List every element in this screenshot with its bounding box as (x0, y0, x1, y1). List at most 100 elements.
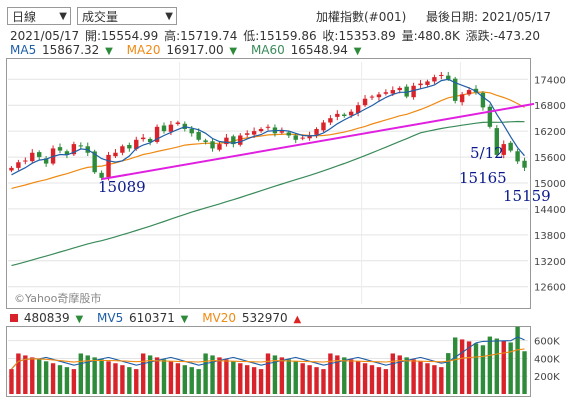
quote-close: 收:15353.89 (322, 29, 396, 43)
annotation-15165: 15165 (459, 169, 507, 187)
ma5-line (11, 78, 525, 176)
volume-bar (141, 353, 146, 394)
volume-bar (342, 357, 347, 394)
volume-bar (238, 363, 243, 394)
candle-body (515, 151, 520, 162)
volume-bar (314, 367, 319, 394)
down-arrow-icon: ▼ (180, 314, 189, 325)
volume-bar (466, 341, 472, 394)
candle-body (459, 94, 465, 103)
volume-bar (92, 357, 97, 394)
ma60-label: MA60 (250, 43, 285, 57)
price-tick-label: 13200 (534, 257, 566, 268)
price-tick-label: 15600 (534, 153, 566, 164)
quote-open: 開:15554.99 (85, 29, 159, 43)
volume-bar (362, 363, 368, 394)
volume-bar (355, 361, 361, 394)
volume-bar (307, 365, 312, 394)
candle-body (390, 90, 395, 94)
candle-body (43, 158, 49, 164)
candle-body (466, 90, 472, 95)
candle-body (494, 128, 499, 155)
volume-bar (383, 369, 389, 394)
quote-change: 漲跌:-473.20 (465, 29, 541, 43)
watermark: ©Yahoo奇摩股市 (14, 291, 101, 305)
volume-bar (217, 357, 222, 394)
down-arrow-icon: ▼ (229, 46, 238, 57)
candle-body (92, 151, 97, 173)
candle-body (37, 152, 42, 158)
volume-bar (120, 365, 125, 394)
last-date: 最後日期: 2021/05/17 (426, 10, 552, 24)
price-tick-labels: 17400 16800 16200 15600 15000 14400 13800 13200… (534, 75, 566, 293)
volume-legend: 480839 ▼ MV5 610371 ▼ MV20 532970 ▲ (10, 311, 303, 325)
candle-body (473, 88, 479, 93)
candle-body (210, 141, 215, 149)
volume-bar (37, 359, 42, 394)
period-select[interactable]: 日線 ▼ (7, 7, 71, 25)
indicator-select[interactable]: 成交量 ▼ (77, 7, 177, 25)
candle-body (307, 135, 312, 139)
volume-bar (335, 355, 340, 394)
volume-bar (203, 353, 208, 394)
candle-body (147, 138, 153, 142)
candle-body (265, 126, 271, 128)
ma60-value: 16548.94 (290, 43, 348, 57)
price-tick-label: 15000 (534, 179, 566, 190)
candle-body (231, 136, 236, 145)
volume-bar (293, 361, 298, 394)
volume-value: 480839 (23, 311, 70, 325)
candle-body (78, 145, 83, 147)
down-arrow-icon: ▼ (75, 314, 84, 325)
volume-bar (286, 359, 291, 394)
ma20-line (11, 91, 525, 189)
volume-tick-label: 600K (534, 337, 560, 348)
candle-body (168, 124, 174, 132)
volume-ma-lines (11, 336, 525, 370)
candle-body (286, 132, 291, 136)
volume-bar (106, 361, 111, 394)
candle-body (127, 144, 132, 149)
price-tick-label: 14400 (534, 205, 566, 216)
volume-bar (494, 338, 499, 394)
volume-bar (300, 363, 305, 394)
candle-body (175, 122, 181, 125)
candle-body (189, 128, 194, 134)
volume-bar (265, 353, 271, 394)
mv5-label: MV5 (97, 311, 124, 325)
volume-bar (459, 339, 465, 394)
annotation-15089: 15089 (98, 178, 146, 196)
index-name: 加權指數(#001) (316, 10, 407, 24)
volume-bar (446, 353, 451, 394)
candle-body (328, 118, 333, 123)
volume-bar (113, 363, 118, 394)
volume-bar (321, 369, 326, 394)
volume-bar (279, 357, 285, 394)
price-gridlines (8, 62, 528, 304)
candle-body (245, 133, 250, 135)
candle-body (501, 144, 506, 155)
candle-body (23, 160, 28, 162)
volume-bar (453, 337, 458, 394)
volume-bar (369, 365, 375, 394)
quote-row: 2021/05/17 開:15554.99 高:15719.74 低:15159… (10, 27, 542, 44)
volume-bar (43, 361, 49, 394)
volume-swatch (10, 314, 18, 322)
volume-bar (349, 359, 354, 394)
volume-chart: 600K 400K 200K (6, 326, 560, 397)
candles (9, 71, 527, 181)
price-tick-label: 16800 (534, 101, 566, 112)
candle-body (355, 105, 361, 113)
volume-bar (272, 355, 278, 394)
volume-bar (210, 355, 215, 394)
volume-bar (182, 365, 187, 394)
volume-bar (147, 355, 153, 394)
volume-bar (501, 340, 506, 394)
candle-body (120, 146, 125, 153)
annotation-5-12: 5/12 (470, 144, 504, 162)
quote-low: 低:15159.86 (243, 29, 317, 43)
price-tick-label: 12600 (534, 283, 566, 294)
candle-body (99, 172, 104, 178)
candle-body (397, 87, 402, 91)
candle-body (321, 122, 326, 131)
